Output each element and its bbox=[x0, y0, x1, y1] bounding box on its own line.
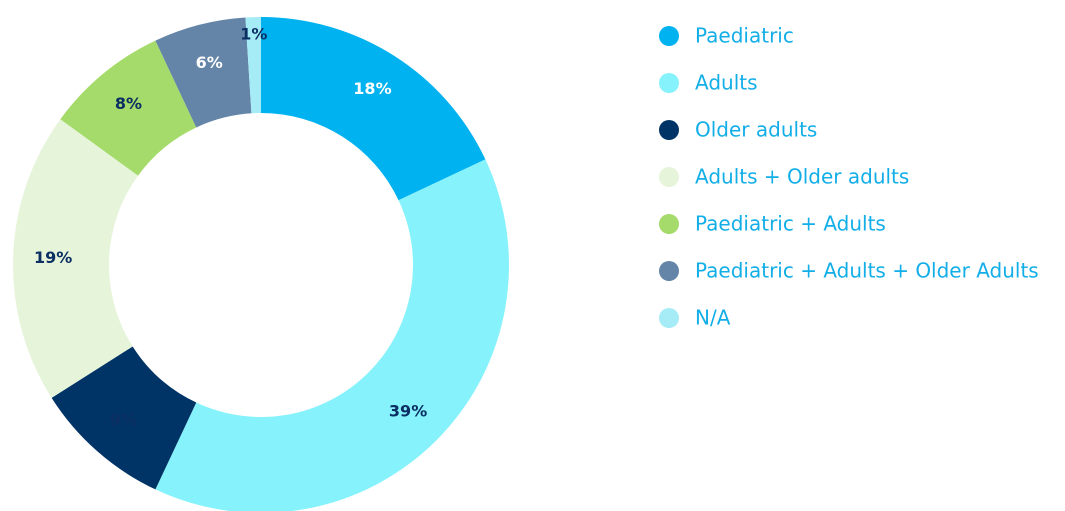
donut-slice bbox=[51, 346, 197, 490]
data-label: 39% bbox=[389, 402, 427, 421]
legend-swatch bbox=[659, 261, 679, 281]
legend-label: Paediatric bbox=[695, 24, 794, 48]
donut-slice bbox=[60, 40, 197, 176]
data-label: 6% bbox=[196, 53, 223, 72]
legend-label: Paediatric + Adults bbox=[695, 212, 886, 236]
donut-slice bbox=[13, 119, 139, 398]
legend-swatch bbox=[659, 26, 679, 46]
legend-swatch bbox=[659, 308, 679, 328]
legend-swatch bbox=[659, 73, 679, 93]
donut-slice bbox=[155, 17, 252, 128]
data-label: 8% bbox=[115, 94, 142, 113]
legend-swatch bbox=[659, 167, 679, 187]
data-label: 9% bbox=[110, 411, 137, 430]
data-label: 18% bbox=[353, 79, 391, 98]
legend-label: Paediatric + Adults + Older Adults bbox=[695, 259, 1039, 283]
data-label: 1% bbox=[240, 25, 267, 44]
data-label: 19% bbox=[34, 248, 72, 267]
legend-swatch bbox=[659, 214, 679, 234]
legend-label: Adults bbox=[695, 71, 758, 95]
legend-label: Older adults bbox=[695, 118, 817, 142]
legend-label: N/A bbox=[695, 306, 731, 330]
donut-slice bbox=[245, 17, 261, 114]
legend-swatch bbox=[659, 120, 679, 140]
donut-slice bbox=[261, 17, 486, 201]
legend-label: Adults + Older adults bbox=[695, 165, 909, 189]
donut-slice bbox=[155, 159, 509, 511]
